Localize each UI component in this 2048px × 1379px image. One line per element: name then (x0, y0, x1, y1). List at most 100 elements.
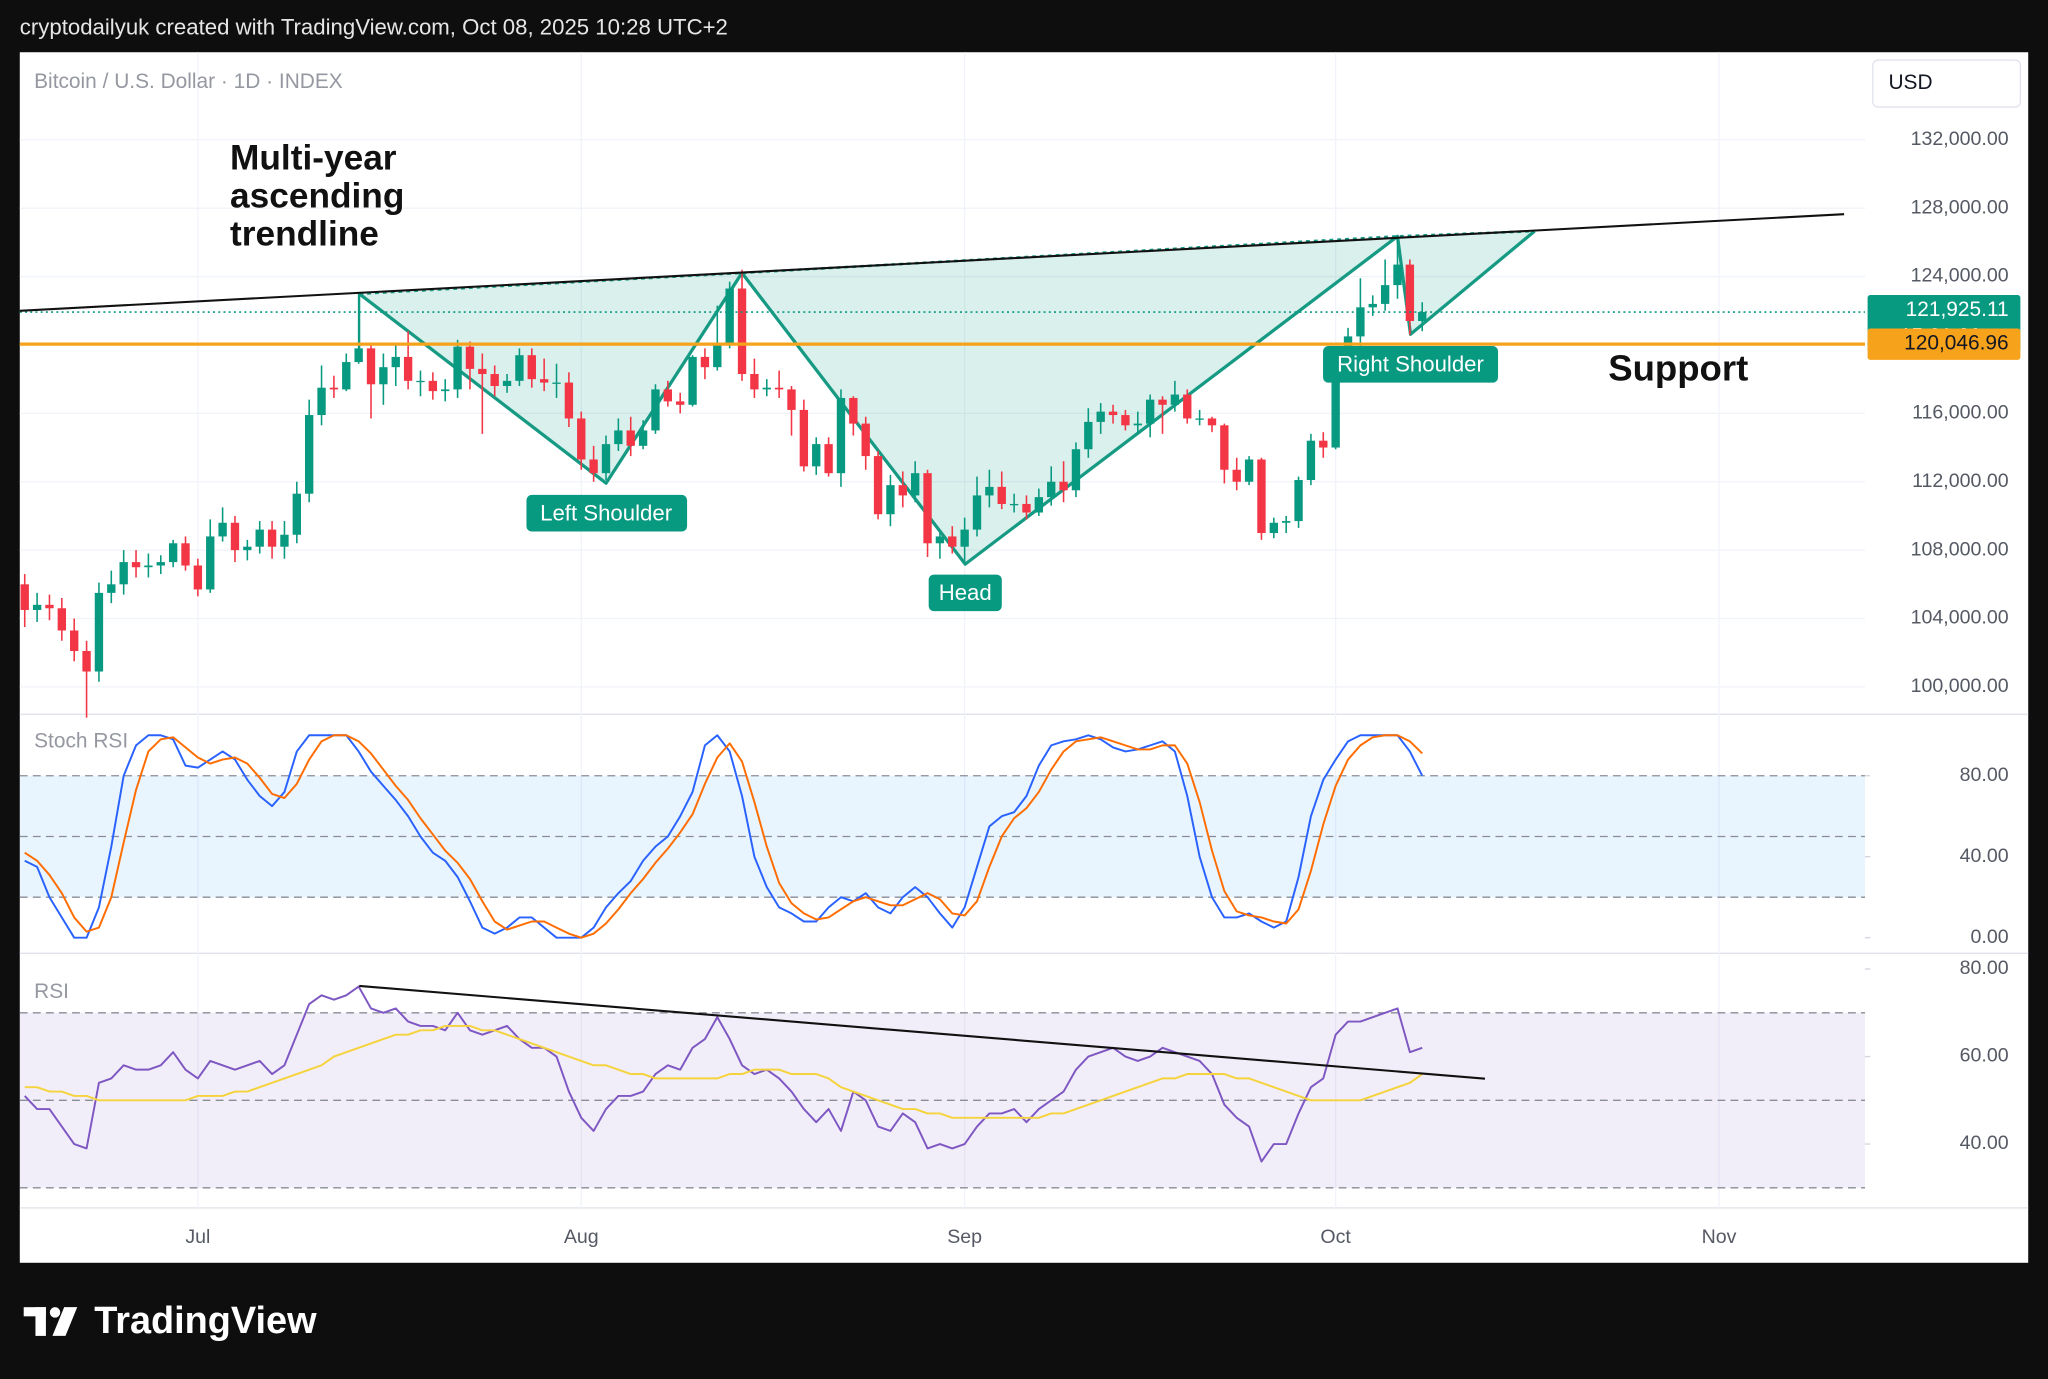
candle-body (935, 536, 945, 544)
candle-body (774, 387, 784, 390)
price-tag-label: 120,046.96 (1904, 332, 2008, 355)
y-tick-label: 80.00 (1960, 764, 2009, 786)
candle-body (82, 651, 91, 672)
candle-body (836, 397, 846, 474)
candle-body (416, 380, 425, 383)
candle-body (713, 343, 722, 368)
logo-stem (35, 1307, 46, 1336)
candle-body (700, 356, 710, 368)
logo-slash (52, 1307, 78, 1336)
candle-body (861, 423, 870, 457)
y-tick-label: 128,000.00 (1911, 196, 2009, 218)
candle-body (762, 387, 771, 390)
indicator-line (24, 734, 1424, 939)
candle-body (601, 444, 611, 474)
candle-body (1183, 394, 1192, 419)
currency-button[interactable] (1872, 59, 2022, 108)
candle-body (70, 630, 79, 652)
trendline-label: Multi-year ascending trendline (230, 139, 414, 254)
candle-body (663, 389, 673, 402)
candle-body (1121, 415, 1130, 426)
candle-body (255, 529, 264, 547)
candle-body (626, 430, 635, 446)
candle-body (181, 543, 190, 566)
band-layer (19, 775, 1865, 1189)
tag-text: Left Shoulder (540, 500, 673, 525)
tag-text: Right Shoulder (1337, 352, 1484, 377)
candle-body (20, 584, 29, 610)
candle-body (329, 387, 339, 390)
ascending-trendline (19, 213, 1845, 312)
axis-layer: 100,000.00 104,000.00 108,000.00 112,000.00… (185, 128, 2021, 1248)
candle-body (539, 379, 549, 383)
candle-body (1319, 440, 1328, 448)
trendline-label-line: ascending (230, 177, 404, 216)
tag-box (1323, 346, 1499, 383)
y-tick-label: 40.00 (1960, 1132, 2009, 1154)
y-tick-label: 0.00 (1971, 926, 2009, 948)
mark-layer (19, 238, 1865, 1163)
symbol-title: Bitcoin / U.S. Dollar · 1D · INDEX (34, 70, 343, 93)
candle-body (1022, 503, 1031, 513)
candle-body (1084, 421, 1093, 450)
indicator-line (24, 734, 1423, 939)
indicator-line (24, 985, 1423, 1163)
candle-body (688, 356, 697, 405)
candle-body (342, 362, 351, 390)
y-tick-label: 100,000.00 (1911, 675, 2009, 697)
brand-logo (23, 1307, 78, 1336)
candle-body (280, 534, 289, 547)
candle-body (1269, 522, 1279, 534)
chart-canvas (19, 52, 2029, 1263)
candle-body (45, 604, 54, 609)
candle-body (32, 604, 42, 610)
candle-body (478, 368, 487, 375)
head-tag: Head (928, 574, 1002, 612)
left-shoulder-tag: Left Shoulder (526, 494, 688, 532)
candle-body (614, 430, 623, 445)
candle-body (638, 430, 648, 446)
candle-body (577, 418, 586, 460)
pane-title: Stoch RSI (34, 729, 128, 752)
x-tick-label: Oct (1320, 1226, 1351, 1248)
indicator-line (24, 1024, 1423, 1119)
candle-body (1244, 459, 1254, 482)
candle-body (391, 356, 400, 368)
x-tick-label: Aug (564, 1226, 599, 1248)
candle-body (1158, 399, 1167, 405)
candle-body (1034, 497, 1044, 513)
candle-body (1380, 285, 1390, 304)
candle-body (502, 380, 512, 386)
candle-body (552, 382, 561, 384)
candle-body (948, 536, 957, 547)
candle-body (960, 529, 969, 547)
candle-body (812, 444, 821, 467)
pattern-fill (359, 231, 1535, 565)
candle-body (1356, 307, 1365, 337)
candle-body (1368, 303, 1377, 308)
candle-body (1232, 469, 1241, 482)
candle-body (119, 562, 128, 585)
candle-body (131, 562, 141, 568)
tag-box (928, 574, 1002, 612)
candle-body (676, 401, 685, 405)
price-tag-label: 121,925.11 (1906, 298, 2009, 321)
rsi-trendline (359, 984, 1486, 1080)
candle-body (1331, 368, 1340, 448)
candle-body (1108, 411, 1118, 416)
candle-body (1145, 399, 1155, 424)
grid-layer (19, 52, 2029, 1209)
y-tick-label: 116,000.00 (1912, 402, 2009, 424)
candle-body (1282, 521, 1291, 523)
candle-body (1418, 312, 1427, 322)
candle-body (910, 473, 920, 496)
y-tick-label: 40.00 (1960, 845, 2009, 867)
candle-body (515, 355, 524, 381)
candle-body (589, 459, 598, 474)
tag-text: Head (939, 580, 992, 605)
candle-body (737, 288, 747, 375)
y-tick-label: 132,000.00 (1911, 128, 2009, 150)
candle-body (564, 382, 574, 419)
candle-body (292, 493, 301, 535)
